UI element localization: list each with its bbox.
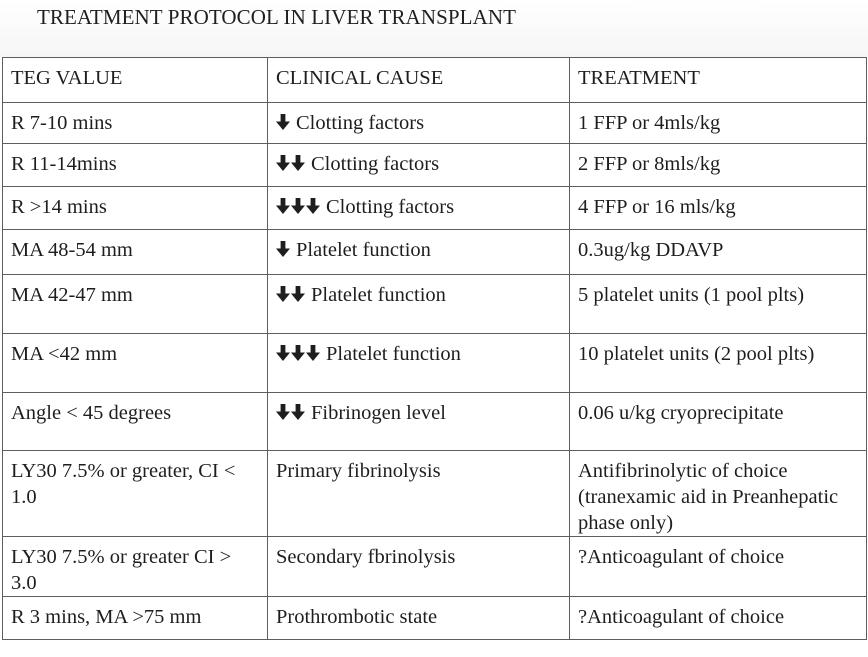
clinical-cause-cell: Platelet function xyxy=(267,274,570,334)
table-row: MA 48-54 mm Platelet function 0.3ug/kg DDA… xyxy=(2,229,867,275)
clinical-cause-cell: Secondary fbrinolysis xyxy=(267,536,570,597)
treatment-cell: Antifibrinolytic of choice (tranexamic a… xyxy=(569,450,867,537)
teg-value-cell: R 3 mins, MA >75 mm xyxy=(2,596,268,640)
treatment-cell: ?Anticoagulant of choice xyxy=(569,596,867,640)
teg-value-cell: MA 48-54 mm xyxy=(2,229,268,275)
table-row: LY30 7.5% or greater, CI < 1.0 Primary fi… xyxy=(2,450,867,537)
clinical-cause-cell: Prothrombotic state xyxy=(267,596,570,640)
down-arrow-icon xyxy=(306,344,320,366)
table-row: R 11-14mins Clotting factors 2 FFP or 8mls… xyxy=(2,143,867,187)
clinical-cause-cell: Primary fibrinolysis xyxy=(267,450,570,537)
clinical-cause-text: Prothrombotic state xyxy=(276,606,438,628)
down-arrow-icon xyxy=(276,197,290,219)
decrease-arrows xyxy=(276,283,306,309)
treatment-cell: 1 FFP or 4mls/kg xyxy=(569,102,867,144)
down-arrow-icon xyxy=(276,113,290,135)
treatment-cell: 0.06 u/kg cryoprecipitate xyxy=(569,392,867,451)
treatment-cell: 4 FFP or 16 mls/kg xyxy=(569,186,867,230)
down-arrow-icon xyxy=(276,154,290,176)
clinical-cause-cell: Platelet function xyxy=(267,333,570,393)
down-arrow-icon xyxy=(291,197,305,219)
header-strip xyxy=(0,0,868,57)
table-body: R 7-10 mins Clotting factors 1 FFP or 4mls… xyxy=(2,102,867,640)
decrease-arrows xyxy=(276,195,321,221)
clinical-cause-text: Platelet function xyxy=(326,343,461,365)
treatment-cell: 5 platelet units (1 pool plts) xyxy=(569,274,867,334)
teg-value-cell: Angle < 45 degrees xyxy=(2,392,268,451)
teg-value-cell: MA <42 mm xyxy=(2,333,268,393)
treatment-cell: 2 FFP or 8mls/kg xyxy=(569,143,867,187)
clinical-cause-text: Clotting factors xyxy=(296,112,425,134)
decrease-arrows xyxy=(276,342,321,368)
teg-value-cell: LY30 7.5% or greater CI > 3.0 xyxy=(2,536,268,597)
down-arrow-icon xyxy=(291,285,305,307)
clinical-cause-text: Clotting factors xyxy=(326,196,455,218)
down-arrow-icon xyxy=(291,403,305,425)
clinical-cause-text: Secondary fbrinolysis xyxy=(276,546,456,568)
clinical-cause-cell: Clotting factors xyxy=(267,102,570,144)
down-arrow-icon xyxy=(306,197,320,219)
treatment-cell: 0.3ug/kg DDAVP xyxy=(569,229,867,275)
clinical-cause-text: Fibrinogen level xyxy=(311,402,446,424)
table-row: Angle < 45 degrees Fibrinogen level 0.06 u… xyxy=(2,392,867,451)
down-arrow-icon xyxy=(291,344,305,366)
teg-value-cell: R >14 mins xyxy=(2,186,268,230)
teg-value-cell: LY30 7.5% or greater, CI < 1.0 xyxy=(2,450,268,537)
clinical-cause-cell: Platelet function xyxy=(267,229,570,275)
clinical-cause-text: Clotting factors xyxy=(311,153,440,175)
table-row: R 3 mins, MA >75 mm Prothrombotic state ?A… xyxy=(2,596,867,640)
down-arrow-icon xyxy=(276,240,290,262)
clinical-cause-cell: Clotting factors xyxy=(267,186,570,230)
table-row: R >14 mins Clotting factors 4 FFP or 16 ml… xyxy=(2,186,867,230)
clinical-cause-text: Platelet function xyxy=(296,239,431,261)
teg-value-cell: MA 42-47 mm xyxy=(2,274,268,334)
decrease-arrows xyxy=(276,238,291,264)
decrease-arrows xyxy=(276,401,306,427)
page-title: TREATMENT PROTOCOL IN LIVER TRANSPLANT xyxy=(37,5,517,29)
header-treatment: TREATMENT xyxy=(569,57,867,103)
header-clinical-cause: CLINICAL CAUSE xyxy=(267,57,570,103)
decrease-arrows xyxy=(276,111,291,137)
down-arrow-icon xyxy=(276,403,290,425)
table-row: MA 42-47 mm Platelet function 5 platelet u… xyxy=(2,274,867,334)
header-teg-value: TEG VALUE xyxy=(2,57,268,103)
clinical-cause-text: Platelet function xyxy=(311,284,446,306)
clinical-cause-cell: Fibrinogen level xyxy=(267,392,570,451)
treatment-protocol-table: TEG VALUE CLINICAL CAUSE TREATMENT R 7-1… xyxy=(2,57,867,640)
down-arrow-icon xyxy=(291,154,305,176)
treatment-cell: ?Anticoagulant of choice xyxy=(569,536,867,597)
table-header-row: TEG VALUE CLINICAL CAUSE TREATMENT xyxy=(2,57,867,103)
teg-value-cell: R 7-10 mins xyxy=(2,102,268,144)
down-arrow-icon xyxy=(276,285,290,307)
decrease-arrows xyxy=(276,152,306,178)
table-row: R 7-10 mins Clotting factors 1 FFP or 4mls… xyxy=(2,102,867,144)
clinical-cause-cell: Clotting factors xyxy=(267,143,570,187)
teg-value-cell: R 11-14mins xyxy=(2,143,268,187)
treatment-cell: 10 platelet units (2 pool plts) xyxy=(569,333,867,393)
clinical-cause-text: Primary fibrinolysis xyxy=(276,460,441,482)
down-arrow-icon xyxy=(276,344,290,366)
table-row: LY30 7.5% or greater CI > 3.0 Secondary f… xyxy=(2,536,867,597)
table-row: MA <42 mm Platelet function 10 platelet un… xyxy=(2,333,867,393)
